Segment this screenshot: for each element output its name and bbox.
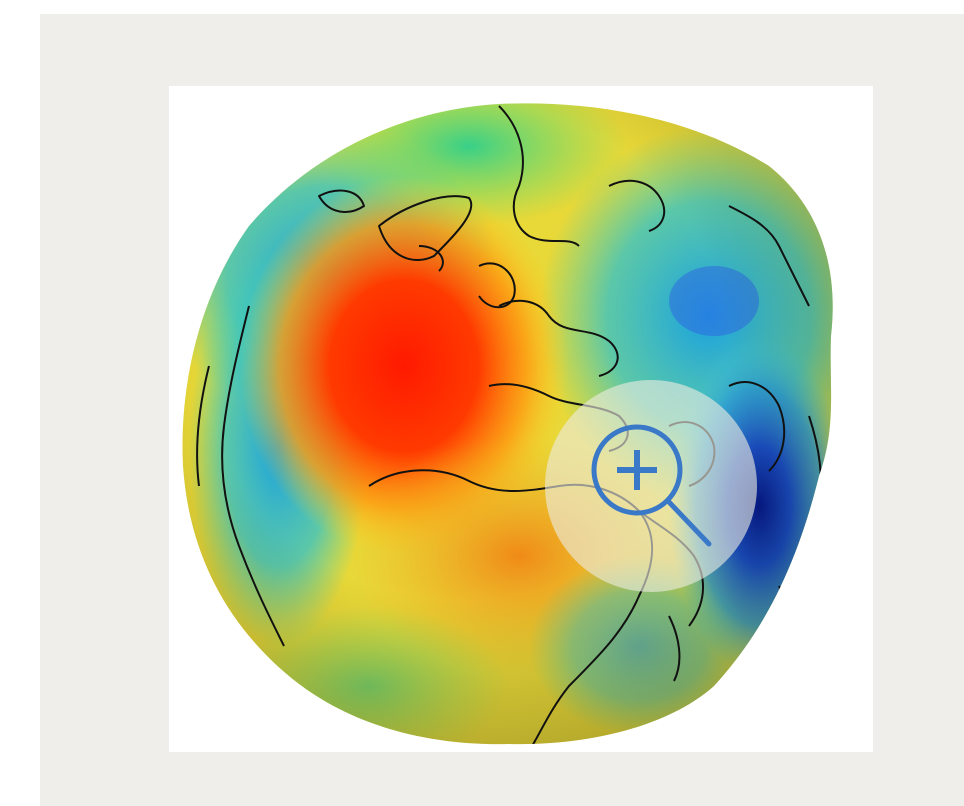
- geoid-globe-image: [182, 103, 833, 745]
- image-frame[interactable]: [169, 86, 873, 752]
- zoom-in-magnifier-icon: [591, 424, 712, 547]
- zoom-in-button[interactable]: [545, 380, 757, 592]
- image-viewer-stage: [40, 14, 964, 806]
